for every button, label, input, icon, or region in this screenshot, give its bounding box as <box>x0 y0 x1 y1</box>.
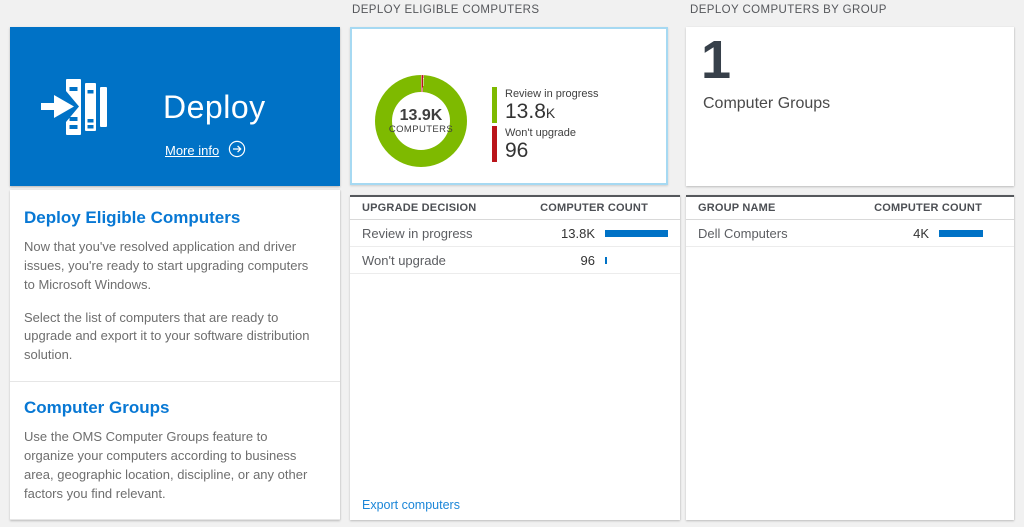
table-header: GROUP NAME COMPUTER COUNT <box>686 197 1014 220</box>
computer-groups-table-panel: GROUP NAME COMPUTER COUNT Dell Computers… <box>686 195 1014 520</box>
table-row[interactable]: Review in progress 13.8K <box>350 220 680 247</box>
section-paragraph: Use the OMS Computer Groups feature to o… <box>24 428 320 503</box>
row-value: 96 <box>581 253 595 268</box>
count-bar-track <box>939 230 1002 237</box>
deploy-info-panel: Deploy Eligible Computers Now that you'v… <box>10 190 340 520</box>
more-info-link[interactable]: More info <box>165 140 246 161</box>
donut-center-label: COMPUTERS <box>389 124 453 135</box>
row-value: 13.8K <box>561 226 595 241</box>
column-header-upgrade-decision: UPGRADE DECISION <box>362 202 476 214</box>
divider <box>10 519 340 520</box>
count-bar-track <box>605 230 668 237</box>
chart-legend: Review in progress 13.8K Won't upgrade 9… <box>492 87 599 165</box>
deploy-books-arrow-icon <box>40 75 108 144</box>
export-computers-link[interactable]: Export computers <box>362 498 460 512</box>
row-value: 4K <box>913 226 929 241</box>
table-row[interactable]: Won't upgrade 96 <box>350 247 680 274</box>
legend-value: 13.8K <box>505 101 599 123</box>
count-bar <box>605 257 607 264</box>
donut-center: 13.9K COMPUTERS <box>392 92 450 150</box>
table-header: UPGRADE DECISION COMPUTER COUNT <box>350 197 680 220</box>
upgrade-decision-table-panel: UPGRADE DECISION COMPUTER COUNT Review i… <box>350 195 680 520</box>
middle-column-header: DEPLOY ELIGIBLE COMPUTERS <box>352 4 539 16</box>
legend-value: 96 <box>505 140 576 162</box>
arrow-circle-icon <box>228 140 246 161</box>
legend-item-wont-upgrade: Won't upgrade 96 <box>492 126 599 162</box>
more-info-label: More info <box>165 143 219 158</box>
count-bar-track <box>605 257 668 264</box>
deploy-dashboard: DEPLOY ELIGIBLE COMPUTERS DEPLOY COMPUTE… <box>0 0 1024 527</box>
legend-swatch-green <box>492 87 497 123</box>
legend-item-review-in-progress: Review in progress 13.8K <box>492 87 599 123</box>
table-row[interactable]: Dell Computers 4K <box>686 220 1014 247</box>
column-header-group-name: GROUP NAME <box>698 202 776 214</box>
row-label: Won't upgrade <box>362 253 446 268</box>
legend-swatch-red <box>492 126 497 162</box>
legend-label: Won't upgrade <box>505 126 576 140</box>
count-bar <box>939 230 983 237</box>
tile-title: Deploy <box>163 89 266 126</box>
section-heading-deploy-eligible: Deploy Eligible Computers <box>24 208 320 228</box>
right-column-header: DEPLOY COMPUTERS BY GROUP <box>690 4 887 16</box>
column-header-computer-count: COMPUTER COUNT <box>874 202 982 214</box>
row-label: Dell Computers <box>698 226 788 241</box>
row-label: Review in progress <box>362 226 473 241</box>
section-paragraph: Now that you've resolved application and… <box>24 238 320 295</box>
column-header-computer-count: COMPUTER COUNT <box>540 202 648 214</box>
eligible-computers-chart-card[interactable]: 13.9K COMPUTERS Review in progress 13.8K… <box>350 27 668 185</box>
count-bar <box>605 230 668 237</box>
group-count-label: Computer Groups <box>703 95 830 113</box>
donut-center-value: 13.9K <box>400 107 443 125</box>
section-heading-computer-groups: Computer Groups <box>24 398 320 418</box>
divider <box>10 381 340 382</box>
group-count-value: 1 <box>701 29 731 91</box>
computer-groups-summary-card[interactable]: 1 Computer Groups <box>686 27 1014 186</box>
donut-chart: 13.9K COMPUTERS <box>375 75 467 167</box>
legend-label: Review in progress <box>505 87 599 101</box>
section-paragraph: Select the list of computers that are re… <box>24 309 320 366</box>
deploy-tile[interactable]: Deploy More info <box>10 27 340 186</box>
